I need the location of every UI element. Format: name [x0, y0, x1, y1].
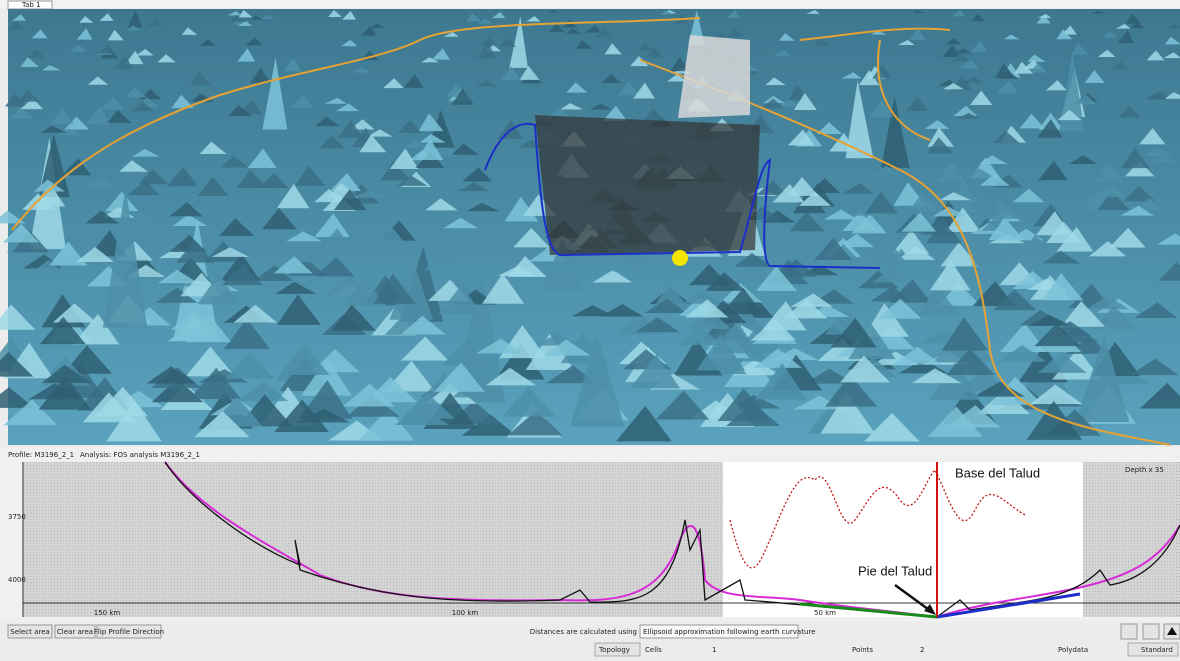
exaggeration: Depth x 35 — [1125, 466, 1164, 474]
button-label[interactable]: Select area — [10, 628, 49, 636]
distance-label: Distances are calculated using — [530, 628, 637, 636]
masked-area — [1083, 462, 1180, 617]
button-label[interactable]: Clear area — [57, 628, 93, 636]
app-window: Tab 1 Profile: M3196_2_1 Analysis: FOS a… — [0, 0, 1180, 657]
tab-bar — [0, 0, 1180, 8]
button-label[interactable]: Flip Profile Direction — [94, 628, 164, 636]
annotation: Pie del Talud — [858, 563, 932, 578]
icon-button[interactable] — [1121, 624, 1137, 639]
status-value: 1 — [712, 646, 716, 654]
profile-preview — [678, 35, 750, 118]
x-label: 150 km — [94, 609, 121, 617]
status-bar: Topology Cells 1 Points 2 Polydata Stand… — [595, 643, 1178, 656]
profile-plane — [535, 115, 760, 255]
page: Tab 1 Profile: M3196_2_1 Analysis: FOS a… — [0, 0, 1180, 657]
y-label: 4000 — [8, 576, 26, 584]
icon-button[interactable] — [1143, 624, 1159, 639]
analysis-name: Analysis: FOS analysis M3196_2_1 — [80, 451, 200, 459]
dropdown-value[interactable]: Ellipsoid approximation following earth … — [643, 628, 815, 636]
analysis-area — [723, 462, 1083, 617]
profile-marker[interactable] — [672, 250, 688, 266]
tab-label[interactable]: Tab 1 — [21, 1, 41, 9]
x-label: 100 km — [452, 609, 479, 617]
profile-name: Profile: M3196_2_1 — [8, 451, 74, 459]
status-label: Polydata — [1058, 646, 1088, 654]
status-value: 2 — [920, 646, 924, 654]
status-label: Cells — [645, 646, 662, 654]
toolbar: Select area Clear area Flip Profile Dire… — [8, 624, 1180, 639]
x-label: 50 km — [814, 609, 836, 617]
status-label[interactable]: Topology — [598, 646, 630, 654]
masked-area — [23, 462, 723, 617]
status-value[interactable]: Standard — [1141, 646, 1173, 654]
annotation: Base del Talud — [955, 465, 1040, 480]
status-label: Points — [852, 646, 873, 654]
y-label: 3750 — [8, 513, 26, 521]
